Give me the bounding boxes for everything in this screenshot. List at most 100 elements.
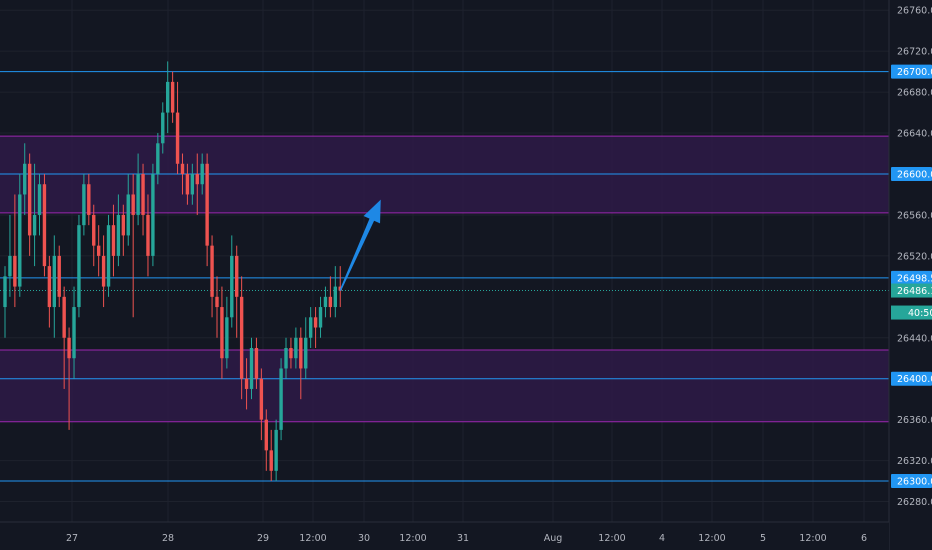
- candle-body: [328, 296, 333, 308]
- candle-body: [92, 214, 96, 246]
- last-price-badge: [891, 283, 932, 298]
- y-tick-label: 26680.00: [897, 88, 932, 99]
- level-price-badge: [891, 371, 932, 386]
- candle-body: [161, 112, 165, 144]
- projection-arrow-icon[interactable]: [339, 199, 381, 292]
- candle-body: [27, 163, 32, 236]
- y-tick-label: 26760.00: [897, 6, 932, 17]
- x-tick-label: 6: [861, 533, 867, 544]
- x-tick-label: 31: [457, 533, 469, 544]
- candle-body: [185, 174, 190, 195]
- candle-body: [279, 368, 283, 430]
- x-tick-label: 12:00: [399, 533, 426, 544]
- candle-body: [195, 174, 199, 185]
- candle-body: [225, 317, 229, 359]
- candle-body: [8, 255, 12, 277]
- candle-body: [180, 163, 185, 174]
- candle-body: [37, 184, 42, 215]
- candle-body: [106, 225, 111, 287]
- x-tick-label: 12:00: [698, 533, 725, 544]
- candle-body: [269, 450, 273, 471]
- arrow-layer: [339, 199, 381, 292]
- candles-layer: [3, 61, 342, 482]
- candle-body: [304, 337, 308, 369]
- candle-body: [52, 255, 56, 308]
- candle-body: [62, 296, 66, 338]
- candle-body: [205, 163, 209, 246]
- candle-body: [259, 378, 264, 420]
- candle-body: [18, 194, 22, 287]
- y-tick-label: 26360.00: [897, 415, 932, 426]
- level-price-label: 26498.55: [897, 273, 932, 284]
- x-tick-label: 4: [659, 533, 665, 544]
- candle-body: [96, 245, 101, 256]
- candle-body: [121, 214, 126, 236]
- candle-body: [136, 174, 140, 215]
- candle-body: [190, 174, 195, 195]
- time-axis-bg: [0, 522, 889, 550]
- candle-body: [323, 296, 328, 308]
- candle-body: [72, 307, 76, 359]
- candle-body: [244, 378, 249, 389]
- candle-body: [308, 317, 313, 338]
- candle-body: [313, 317, 318, 328]
- countdown-label: 40:50: [908, 308, 932, 319]
- candle-body: [175, 112, 180, 164]
- level-price-badge: [891, 64, 932, 79]
- candle-body: [57, 255, 61, 297]
- x-tick-label: Aug: [544, 533, 563, 544]
- candle-body: [151, 174, 155, 256]
- level-price-label: 26300.00: [897, 477, 932, 488]
- candle-body: [299, 337, 303, 369]
- candle-body: [32, 214, 37, 236]
- level-price-label: 26700.00: [897, 67, 932, 78]
- candle-body: [3, 276, 7, 308]
- candle-body: [23, 163, 27, 195]
- candle-body: [249, 348, 254, 389]
- x-tick-label: 12:00: [799, 533, 826, 544]
- level-price-label: 26600.00: [897, 170, 932, 181]
- levels-layer: [0, 71, 889, 482]
- x-tick-label: 28: [162, 533, 174, 544]
- candle-body: [235, 255, 239, 297]
- candle-body: [67, 337, 71, 359]
- y-tick-label: 26440.00: [897, 333, 932, 344]
- y-tick-label: 26560.00: [897, 210, 932, 221]
- level-price-label: 26400.00: [897, 374, 932, 385]
- candle-body: [215, 296, 219, 308]
- x-tick-label: 27: [66, 533, 78, 544]
- level-price-badge: [891, 167, 932, 181]
- candle-body: [141, 174, 145, 215]
- candle-body: [165, 81, 170, 113]
- candle-body: [230, 255, 234, 318]
- x-tick-label: 30: [358, 533, 370, 544]
- candle-body: [87, 184, 91, 215]
- candle-body: [254, 348, 259, 379]
- x-tick-label: 12:00: [299, 533, 326, 544]
- candle-body: [47, 266, 52, 308]
- x-tick-label: 29: [257, 533, 269, 544]
- candle-body: [210, 245, 214, 297]
- level-price-badge: [891, 474, 932, 489]
- y-tick-label: 26640.00: [897, 129, 932, 140]
- countdown-badge: [891, 305, 932, 320]
- candle-body: [200, 163, 204, 185]
- candle-body: [82, 184, 86, 226]
- time-axis[interactable]: 27 28 29 12:00 30 12:00 31 Aug 12:00 4 12:00 5 12:00…: [0, 521, 889, 550]
- candle-body: [294, 337, 298, 359]
- candle-body: [239, 296, 244, 379]
- y-tick-label: 26280.00: [897, 497, 932, 508]
- candle-body: [116, 214, 121, 256]
- candle-body: [338, 286, 342, 291]
- candle-body: [274, 429, 278, 471]
- candle-body: [101, 255, 106, 287]
- zone-rect: [0, 350, 889, 422]
- x-tick-label: 12:00: [598, 533, 625, 544]
- candle-body: [289, 348, 293, 359]
- price-axis[interactable]: 26760.00 26720.00 26680.00 26640.00 26600.00…: [888, 0, 932, 550]
- candle-body: [156, 143, 160, 174]
- candle-body: [13, 255, 17, 287]
- candle-body: [111, 225, 116, 256]
